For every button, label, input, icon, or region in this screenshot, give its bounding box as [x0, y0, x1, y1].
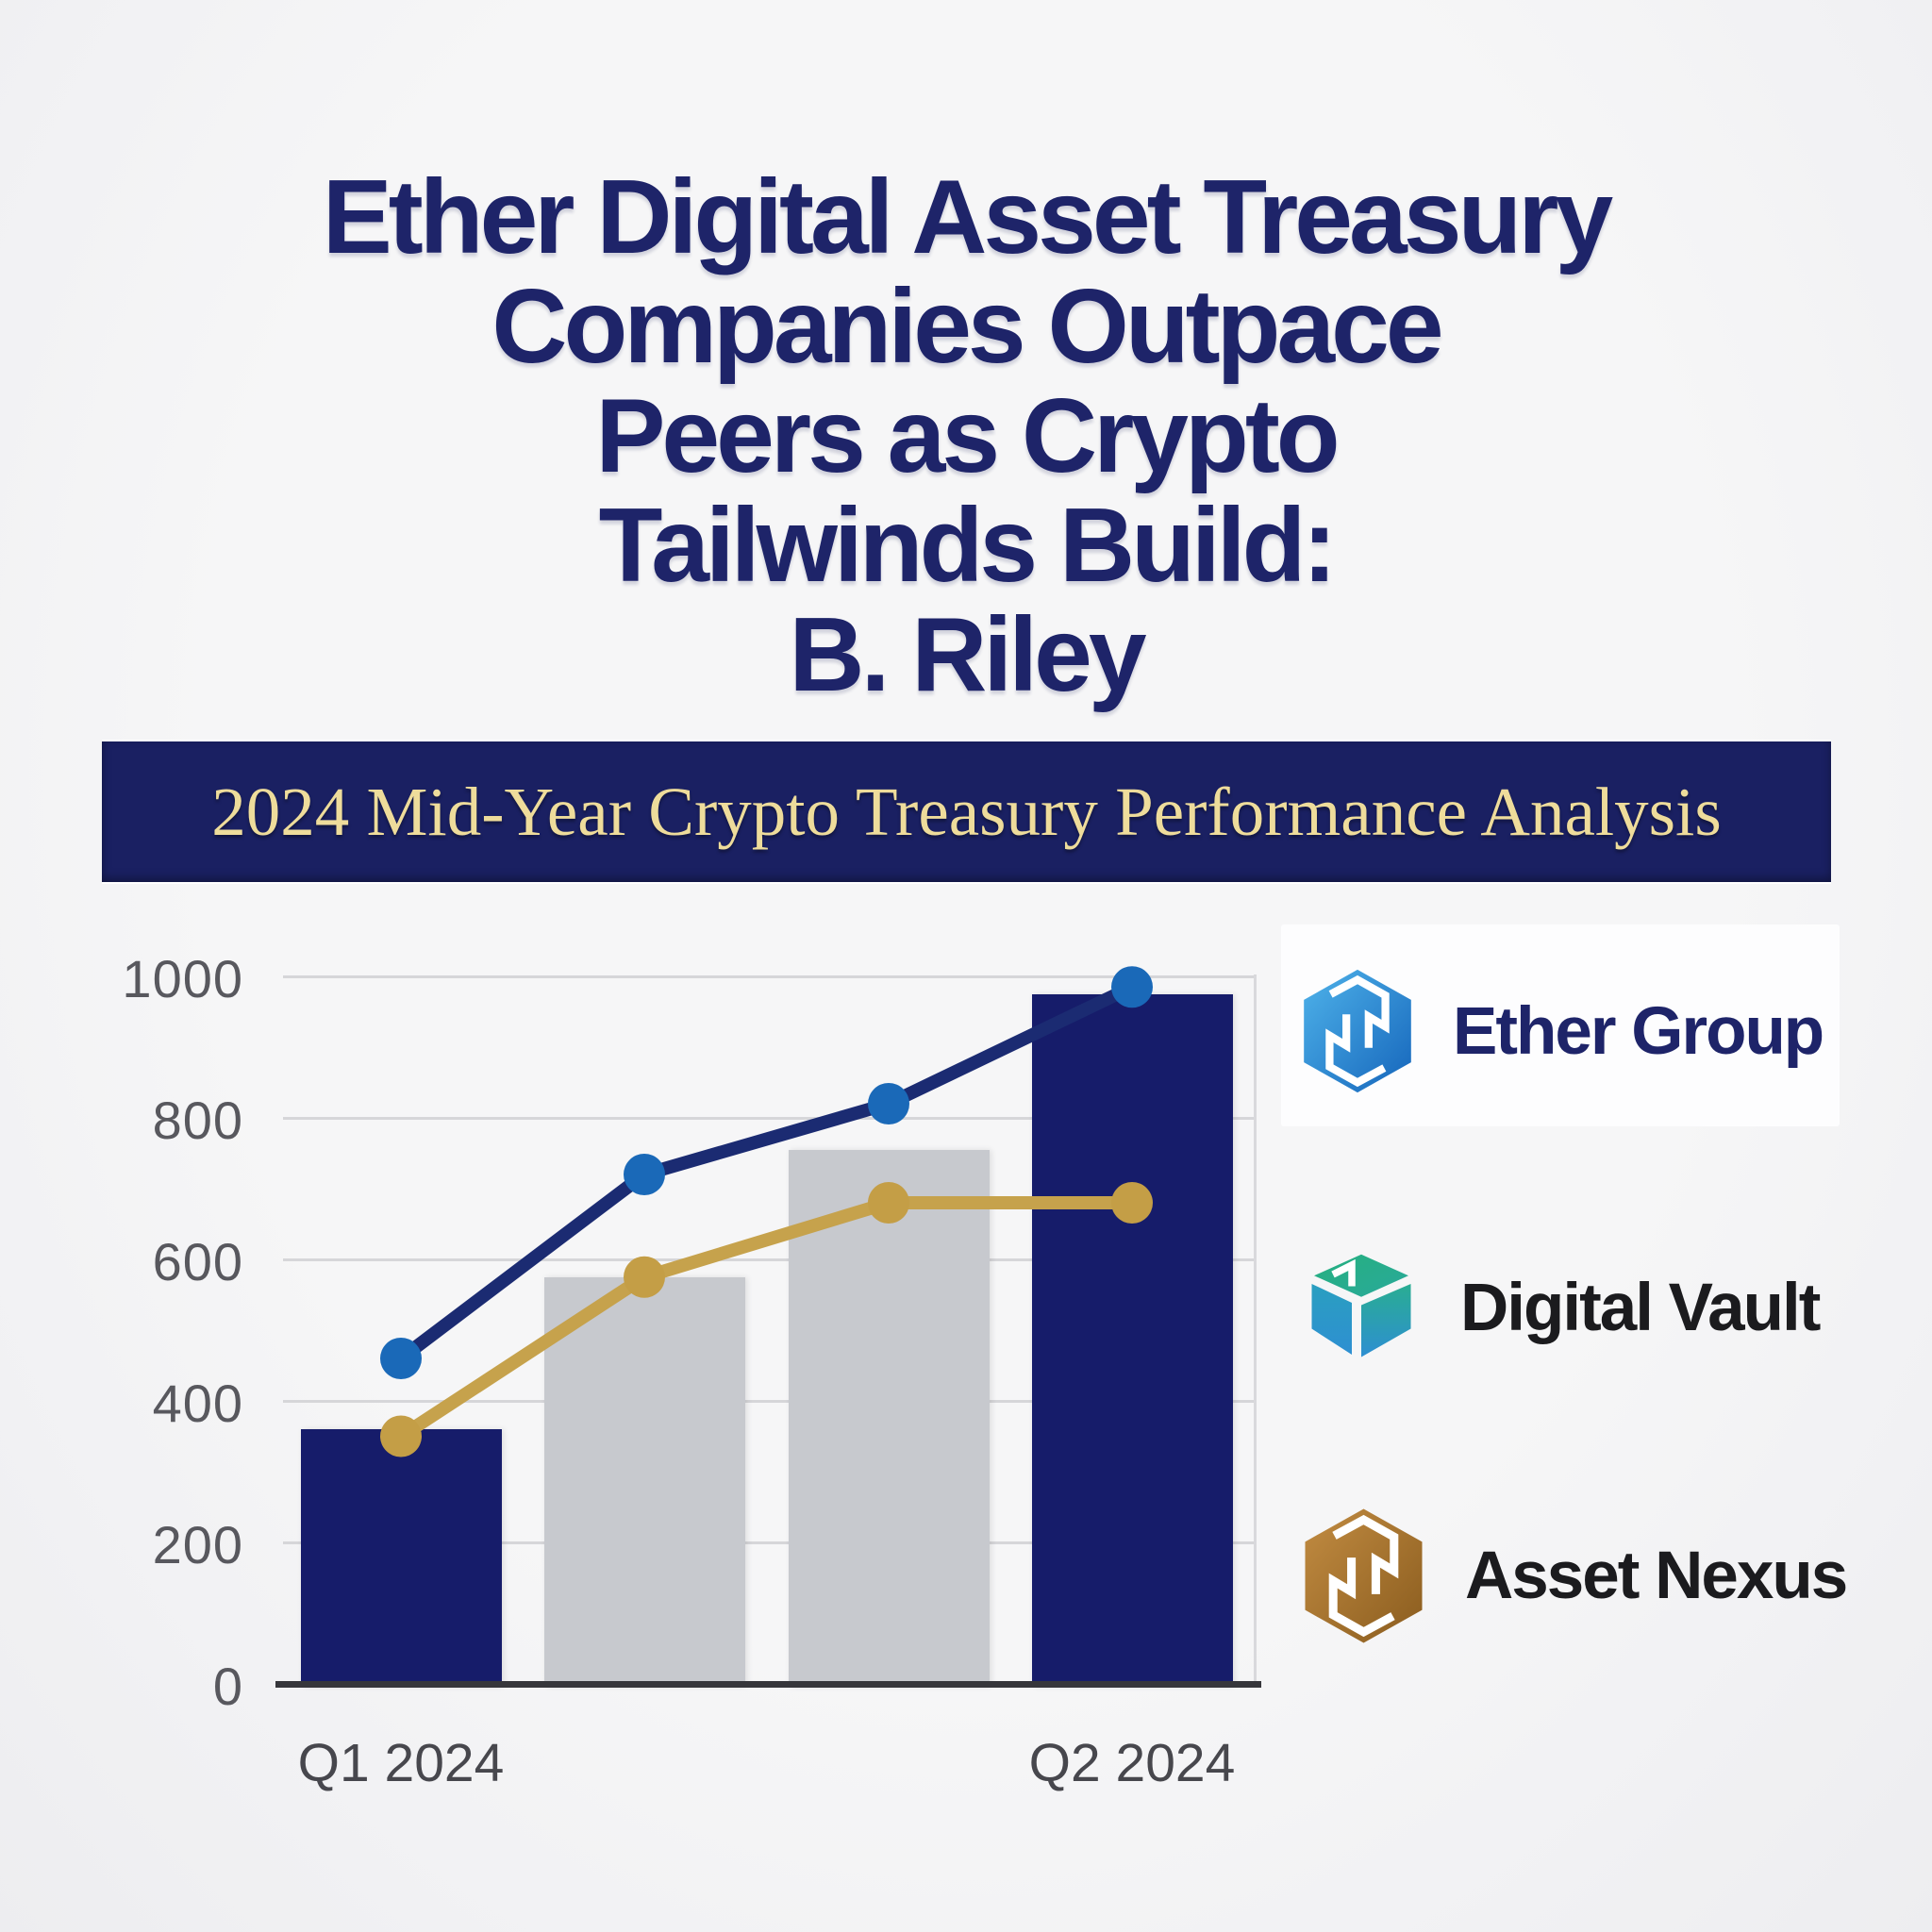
legend-label-asset-nexus: Asset Nexus — [1465, 1538, 1848, 1613]
navy-line-marker-2 — [624, 1154, 665, 1195]
ether-group-logo-icon — [1304, 969, 1411, 1093]
navy-line — [394, 980, 1139, 1365]
y-tick-label-0: 0 — [212, 1657, 243, 1716]
gridline-200 — [283, 1541, 1256, 1544]
y-tick-label-800: 800 — [152, 1091, 243, 1150]
bar-2 — [543, 1276, 745, 1687]
bar-4 — [1031, 993, 1233, 1687]
bar-3 — [788, 1149, 990, 1687]
y-tick-label-600: 600 — [152, 1232, 243, 1291]
legend-label-ether-group: Ether Group — [1453, 993, 1824, 1069]
x-axis-label-q2-2024: Q2 2024 — [1028, 1733, 1236, 1793]
x-axis-line — [275, 1681, 1261, 1688]
headline-line-3: Peers as Crypto — [595, 377, 1340, 494]
y-tick-label-200: 200 — [152, 1515, 243, 1574]
digital-vault-logo-icon — [1311, 1254, 1411, 1357]
legend-item-asset-nexus: Asset Nexus — [1291, 1485, 1875, 1666]
asset-nexus-logo-icon — [1305, 1507, 1423, 1643]
y-tick-label-400: 400 — [152, 1374, 243, 1433]
headline-line-2: Companies Outpace — [491, 268, 1443, 385]
x-axis-label-q1-2024: Q1 2024 — [297, 1733, 505, 1793]
headline-line-5: B. Riley — [789, 596, 1146, 713]
bar-1 — [300, 1429, 502, 1687]
subtitle-banner: 2024 Mid-Year Crypto Treasury Performanc… — [102, 741, 1831, 882]
legend-item-digital-vault: Digital Vault — [1291, 1215, 1875, 1400]
subtitle-banner-text: 2024 Mid-Year Crypto Treasury Performanc… — [211, 773, 1722, 850]
gridline-1000 — [283, 975, 1256, 978]
legend-label-digital-vault: Digital Vault — [1460, 1270, 1821, 1345]
y-tick-label-1000: 1000 — [122, 949, 243, 1008]
legend-item-ether-group: Ether Group — [1291, 938, 1875, 1124]
navy-line-marker-1 — [380, 1338, 422, 1379]
headline: Ether Digital Asset Treasury Companies O… — [0, 162, 1932, 709]
headline-line-1: Ether Digital Asset Treasury — [322, 158, 1613, 275]
headline-line-4: Tailwinds Build: — [598, 487, 1338, 604]
plot-right-border — [1254, 974, 1257, 1682]
